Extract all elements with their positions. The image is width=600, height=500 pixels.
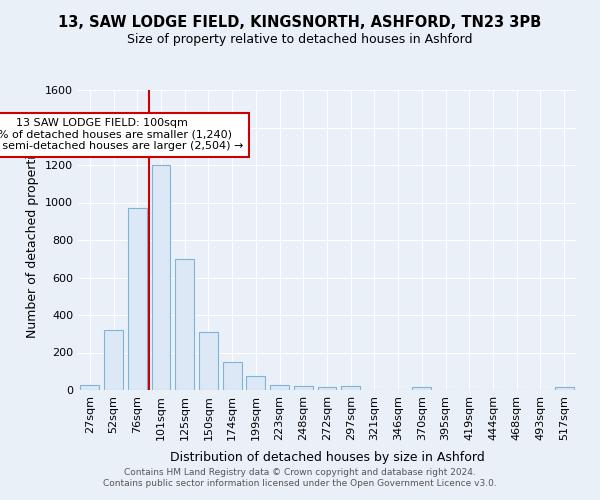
Bar [247, 376, 265, 390]
Bar [270, 385, 289, 390]
Text: 13 SAW LODGE FIELD: 100sqm
← 33% of detached houses are smaller (1,240)
66% of s: 13 SAW LODGE FIELD: 100sqm ← 33% of deta… [0, 118, 244, 152]
Bar [128, 208, 147, 390]
Text: Size of property relative to detached houses in Ashford: Size of property relative to detached ho… [127, 32, 473, 46]
Bar [152, 165, 170, 390]
Bar [554, 387, 574, 390]
Bar [175, 259, 194, 390]
Bar [317, 387, 337, 390]
Bar [104, 330, 123, 390]
Text: Contains HM Land Registry data © Crown copyright and database right 2024.
Contai: Contains HM Land Registry data © Crown c… [103, 468, 497, 487]
Bar [223, 362, 242, 390]
Bar [341, 386, 360, 390]
X-axis label: Distribution of detached houses by size in Ashford: Distribution of detached houses by size … [170, 451, 484, 464]
Text: 13, SAW LODGE FIELD, KINGSNORTH, ASHFORD, TN23 3PB: 13, SAW LODGE FIELD, KINGSNORTH, ASHFORD… [58, 15, 542, 30]
Bar [199, 332, 218, 390]
Bar [80, 385, 100, 390]
Bar [412, 387, 431, 390]
Bar [294, 386, 313, 390]
Y-axis label: Number of detached properties: Number of detached properties [26, 142, 40, 338]
